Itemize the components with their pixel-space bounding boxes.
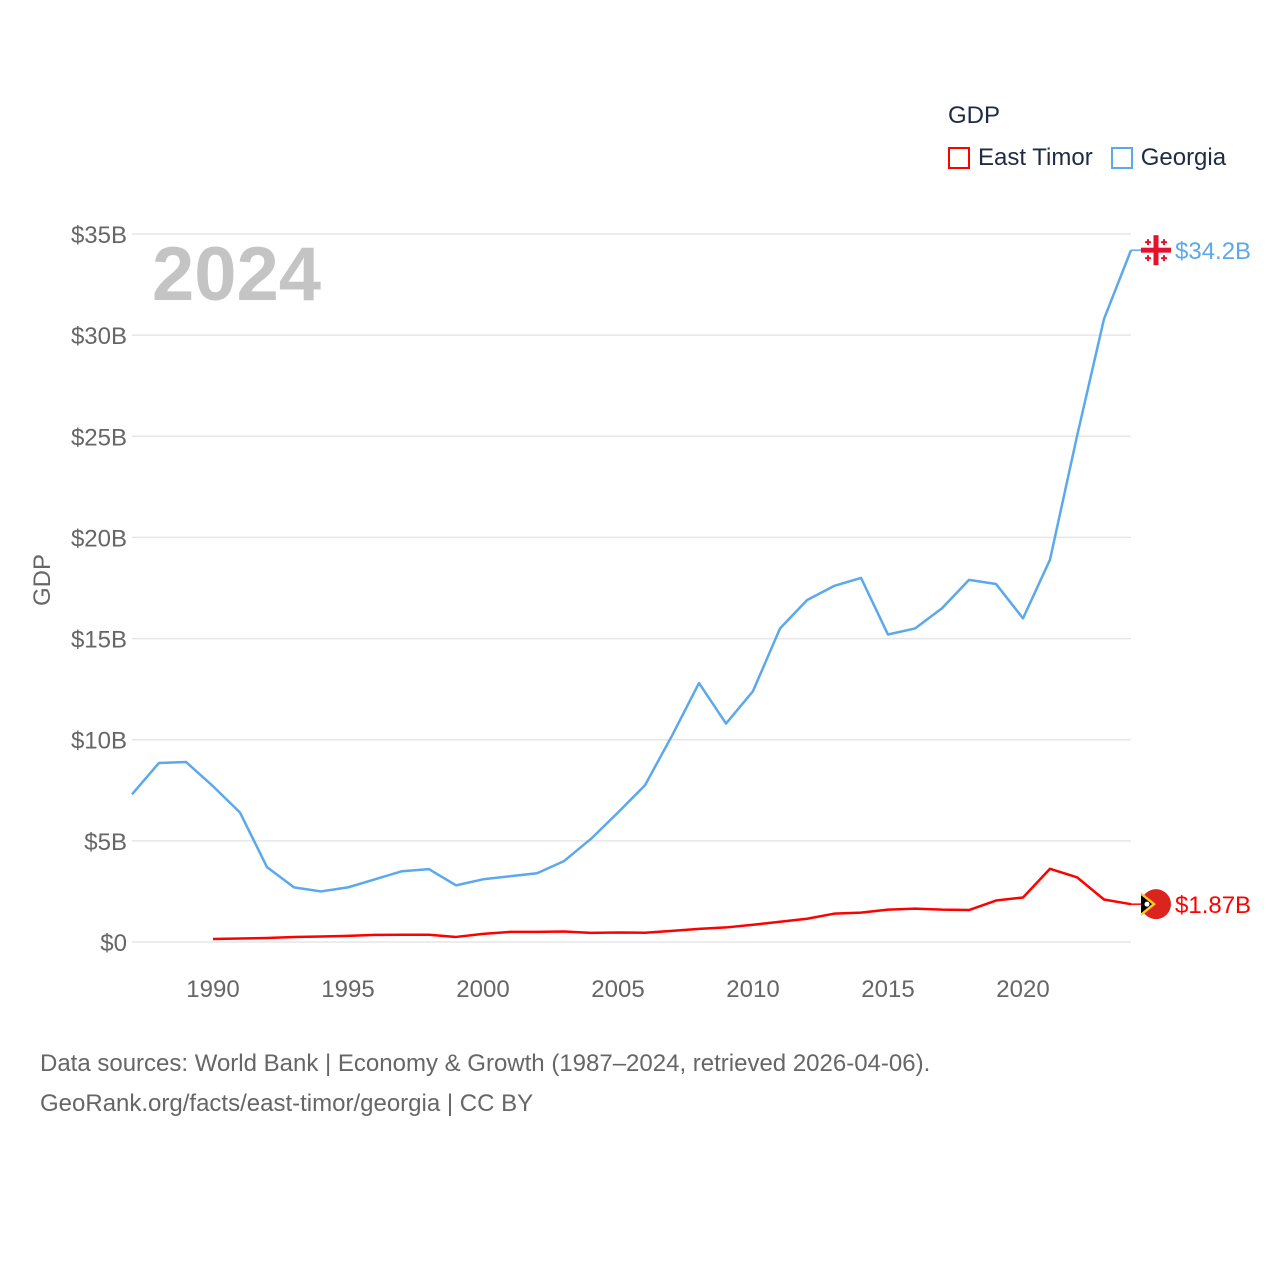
georgia-flag-icon [1141,235,1171,266]
y-tick-label: $20B [71,525,127,552]
legend-label: East Timor [978,144,1093,171]
legend-swatch [948,147,970,169]
legend-label: Georgia [1140,144,1227,171]
y-tick-label: $35B [71,222,127,249]
series-line-east-timor[interactable] [212,867,1132,941]
x-tick-label: 1990 [186,976,239,1003]
series-line-georgia[interactable] [131,249,1133,893]
source-url[interactable]: GeoRank.org/facts/east-timor/georgia | C… [40,1090,534,1117]
year-watermark: 2024 [152,232,321,317]
x-tick-label: 2005 [591,976,644,1003]
y-tick-label: $25B [71,424,127,451]
y-tick-label: $30B [71,323,127,350]
y-tick-label: $0 [100,930,127,957]
east-timor-flag-icon [1141,889,1171,920]
end-value-label: $1.87B [1175,892,1251,919]
x-tick-label: 2000 [456,976,509,1003]
x-tick-label: 2020 [996,976,1049,1003]
end-value-label: $34.2B [1175,238,1251,265]
y-axis-label: GDP [29,554,56,606]
source-line: Data sources: World Bank | Economy & Gro… [40,1050,931,1077]
legend-item-georgia[interactable]: Georgia [1110,144,1227,172]
legend-swatch [1110,147,1133,169]
y-tick-label: $15B [71,627,127,654]
legend-item-east-timor[interactable]: East Timor [948,144,1093,172]
y-tick-label: $10B [71,728,127,755]
legend: East Timor Georgia [948,144,1244,172]
source-note: Data sources: World Bank | Economy & Gro… [40,1044,930,1124]
x-tick-label: 1995 [321,976,374,1003]
x-tick-label: 2010 [726,976,779,1003]
legend-title: GDP [948,102,1001,129]
x-tick-label: 2015 [861,976,914,1003]
y-tick-label: $5B [84,829,127,856]
